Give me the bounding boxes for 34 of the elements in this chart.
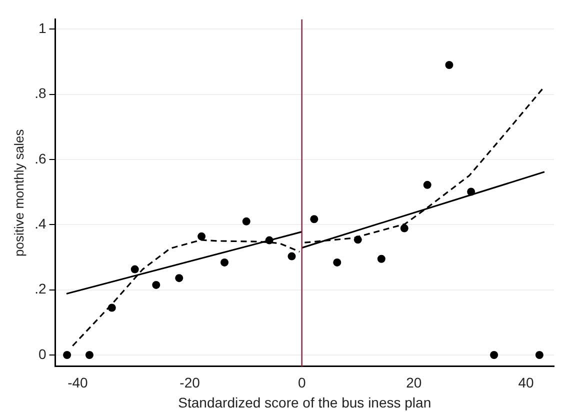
point bbox=[490, 350, 498, 359]
y-tick-label: .4 bbox=[34, 216, 46, 232]
point bbox=[130, 265, 139, 274]
point bbox=[265, 236, 274, 244]
y-tick-label: .8 bbox=[34, 85, 46, 102]
x-tick-label: 40 bbox=[518, 374, 534, 391]
point bbox=[354, 236, 362, 244]
y-tick-label: .2 bbox=[34, 280, 46, 297]
point bbox=[400, 224, 408, 232]
x-tick-label: -20 bbox=[180, 374, 200, 391]
point bbox=[85, 350, 94, 359]
x-axis-title: Standardized score of the bus iness plan bbox=[178, 394, 432, 410]
point bbox=[310, 215, 318, 224]
point bbox=[175, 274, 184, 282]
point bbox=[535, 350, 544, 359]
y-tick-label: .6 bbox=[34, 150, 46, 166]
x-tick-label: 20 bbox=[406, 374, 422, 391]
y-tick-label: 1 bbox=[38, 20, 46, 36]
point bbox=[333, 258, 342, 266]
point bbox=[152, 280, 160, 289]
point bbox=[288, 252, 296, 260]
x-tick-label: 0 bbox=[298, 374, 306, 391]
point bbox=[445, 61, 454, 70]
point bbox=[467, 188, 476, 196]
point bbox=[63, 350, 72, 359]
point bbox=[423, 180, 432, 189]
point bbox=[242, 217, 250, 226]
point bbox=[377, 254, 386, 263]
y-tick-label: 0 bbox=[38, 346, 46, 362]
x-tick-label: -40 bbox=[68, 374, 88, 391]
point bbox=[198, 232, 206, 240]
y-axis-title: positive monthly sales bbox=[11, 128, 26, 256]
point bbox=[220, 258, 229, 266]
point bbox=[108, 304, 116, 312]
